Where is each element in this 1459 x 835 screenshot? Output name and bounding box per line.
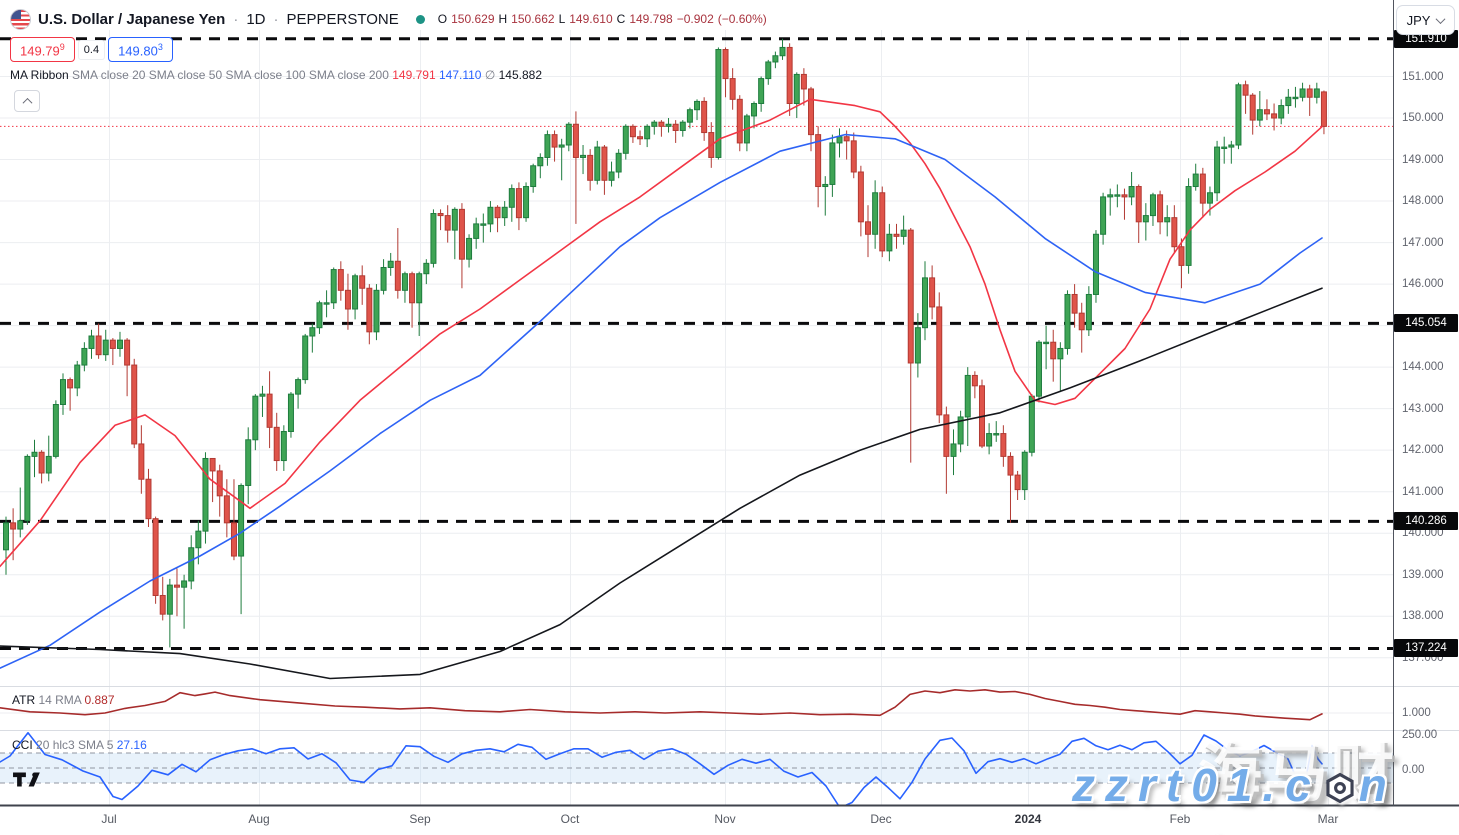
time-tick-label: Aug — [248, 812, 270, 826]
indicator-name: ATR — [12, 693, 36, 707]
header-separator: · — [273, 10, 279, 28]
atr-legend[interactable]: ATR 14 RMA 0.887 — [12, 693, 115, 707]
buy-ask-button[interactable]: 149.803 — [108, 37, 173, 63]
interval-label[interactable]: 1D — [246, 10, 266, 28]
price-tick-label: 138.000 — [1402, 610, 1444, 623]
average-symbol: ∅ — [484, 68, 496, 82]
price-tick-label: 151.000 — [1402, 70, 1444, 83]
atr-tick-label: 1.000 — [1402, 707, 1431, 719]
time-tick-label: 2024 — [1014, 812, 1042, 826]
sma200-value: 145.882 — [498, 68, 542, 82]
time-tick-label: Dec — [870, 812, 892, 826]
open-value: 150.629 — [451, 12, 495, 26]
price-tick-label: 143.000 — [1402, 402, 1444, 415]
chevron-down-icon — [1435, 13, 1446, 24]
high-value: 150.662 — [511, 12, 555, 26]
indicator-name: MA Ribbon — [10, 68, 69, 82]
price-tick-label: 149.000 — [1402, 153, 1444, 166]
price-tick-label: 147.000 — [1402, 236, 1444, 249]
collapse-legend-button[interactable] — [14, 90, 40, 112]
currency-unit-label: JPY — [1406, 12, 1431, 28]
sell-bid-button[interactable]: 149.799 — [10, 37, 75, 63]
ask-fraction: 3 — [157, 42, 163, 52]
tradingview-logo[interactable] — [12, 772, 43, 792]
currency-unit-button[interactable]: JPY — [1396, 5, 1455, 35]
close-label: C — [616, 12, 626, 26]
time-axis[interactable]: Jul Aug Sep Oct Nov Dec 2024 Feb Mar — [0, 808, 1459, 834]
price-level-chip: 145.054 — [1394, 314, 1458, 333]
change-percent: (−0.60%) — [717, 12, 767, 26]
cci-tick-label: 0.00 — [1402, 764, 1425, 776]
time-tick-label: Oct — [560, 812, 580, 826]
indicator-params: 14 RMA — [38, 693, 82, 707]
time-tick-label: Jul — [101, 812, 117, 826]
us-flag-icon — [10, 8, 31, 30]
open-label: O — [437, 12, 448, 26]
cci-value: 27.16 — [116, 738, 147, 752]
low-label: L — [558, 12, 566, 26]
header-separator: · — [233, 10, 239, 28]
market-status-icon[interactable] — [415, 14, 425, 24]
candles-layer — [3, 38, 1327, 648]
cci-tick-label: 250.00 — [1402, 728, 1438, 741]
price-tick-label: 142.000 — [1402, 444, 1444, 457]
change-value: −0.902 — [676, 12, 714, 26]
cci-line-layer — [0, 732, 1323, 805]
symbol-title[interactable]: U.S. Dollar / Japanese Yen — [38, 10, 226, 28]
price-level-chip: 137.224 — [1394, 639, 1458, 658]
time-tick-label: Nov — [714, 812, 736, 826]
indicator-params: 20 hlc3 SMA 5 — [36, 738, 114, 752]
price-tick-label: 141.000 — [1402, 485, 1444, 498]
ma-ribbon-legend[interactable]: MA Ribbon SMA close 20 SMA close 50 SMA … — [10, 68, 542, 82]
price-tick-label: 146.000 — [1402, 278, 1444, 291]
atr-value: 0.887 — [84, 693, 115, 707]
spread-value: 0.4 — [77, 39, 106, 60]
price-tick-label: 144.000 — [1402, 361, 1444, 374]
price-tick-label: 139.000 — [1402, 568, 1444, 581]
ohlc-readout: O 150.629 H 150.662 L 149.610 C 149.798 … — [438, 12, 767, 26]
price-tick-label: 140.000 — [1402, 527, 1444, 540]
cci-legend[interactable]: CCI 20 hlc3 SMA 5 27.16 — [12, 738, 147, 752]
quote-row: 149.799 0.4 149.803 — [10, 37, 173, 63]
bid-fraction: 9 — [59, 42, 65, 52]
sma20-value: 149.791 — [392, 68, 436, 82]
low-value: 149.610 — [569, 12, 613, 26]
high-label: H — [498, 12, 508, 26]
time-tick-label: Feb — [1169, 812, 1191, 826]
exchange-label[interactable]: PEPPERSTONE — [286, 10, 399, 28]
price-tick-label: 148.000 — [1402, 195, 1444, 208]
price-level-chip: 140.286 — [1394, 512, 1458, 531]
ma-lines-layer — [0, 98, 1323, 680]
symbol-header: U.S. Dollar / Japanese Yen · 1D · PEPPER… — [10, 7, 767, 31]
atr-line-layer — [0, 689, 1323, 721]
time-tick-label: Mar — [1317, 812, 1339, 826]
close-value: 149.798 — [629, 12, 673, 26]
time-tick-label: Sep — [409, 812, 431, 826]
price-tick-label: 150.000 — [1402, 112, 1444, 125]
indicator-name: CCI — [12, 738, 33, 752]
price-axis[interactable]: 151.000 150.000 149.000 148.000 147.000 146.0… — [1394, 0, 1459, 806]
chevron-up-icon — [22, 97, 32, 108]
sma50-value: 147.110 — [438, 68, 482, 82]
indicator-params: SMA close 20 SMA close 50 SMA close 100 … — [72, 68, 389, 82]
